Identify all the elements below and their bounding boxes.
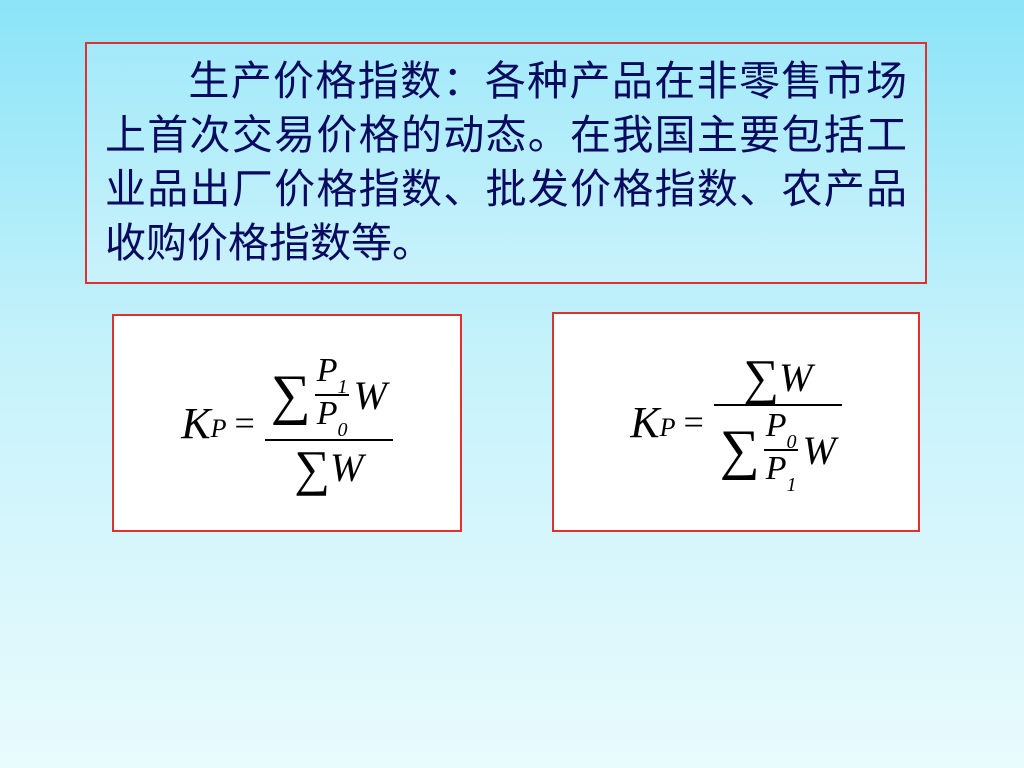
weight-w: W [802,427,835,474]
numerator-1: ∑ P1 P0 W [265,351,393,439]
equals-sign: = [234,402,254,444]
weight-w: W [330,444,363,491]
p1-over-p0: P1 P0 [315,353,350,437]
sigma-icon: ∑ [720,422,760,478]
kp-sub: P [660,413,676,443]
main-fraction-1: ∑ P1 P0 W ∑ W [265,351,393,495]
kp-k: K [181,398,210,449]
sigma-icon: ∑ [743,352,779,402]
formula-2: KP = ∑ W ∑ P0 P1 W [630,350,842,494]
formula-box-1: KP = ∑ P1 P0 W ∑ W [112,314,462,532]
kp-k: K [630,397,659,448]
p0-over-p1: P0 P1 [764,408,799,492]
weight-w: W [779,354,812,401]
formula-box-2: KP = ∑ W ∑ P0 P1 W [552,312,920,532]
denominator-2: ∑ P0 P1 W [714,406,842,494]
sigma-icon: ∑ [294,443,330,493]
sigma-icon: ∑ [271,367,311,423]
definition-text: 生产价格指数：各种产品在非零售市场上首次交易价格的动态。在我国主要包括工业品出厂… [105,58,907,266]
denominator-1: ∑ W [288,441,369,495]
equals-sign: = [683,401,703,443]
formula-1: KP = ∑ P1 P0 W ∑ W [181,351,393,495]
weight-w: W [353,372,386,419]
main-fraction-2: ∑ W ∑ P0 P1 W [714,350,842,494]
definition-text-box: 生产价格指数：各种产品在非零售市场上首次交易价格的动态。在我国主要包括工业品出厂… [85,42,927,284]
numerator-2: ∑ W [737,350,818,404]
kp-sub: P [211,414,227,444]
